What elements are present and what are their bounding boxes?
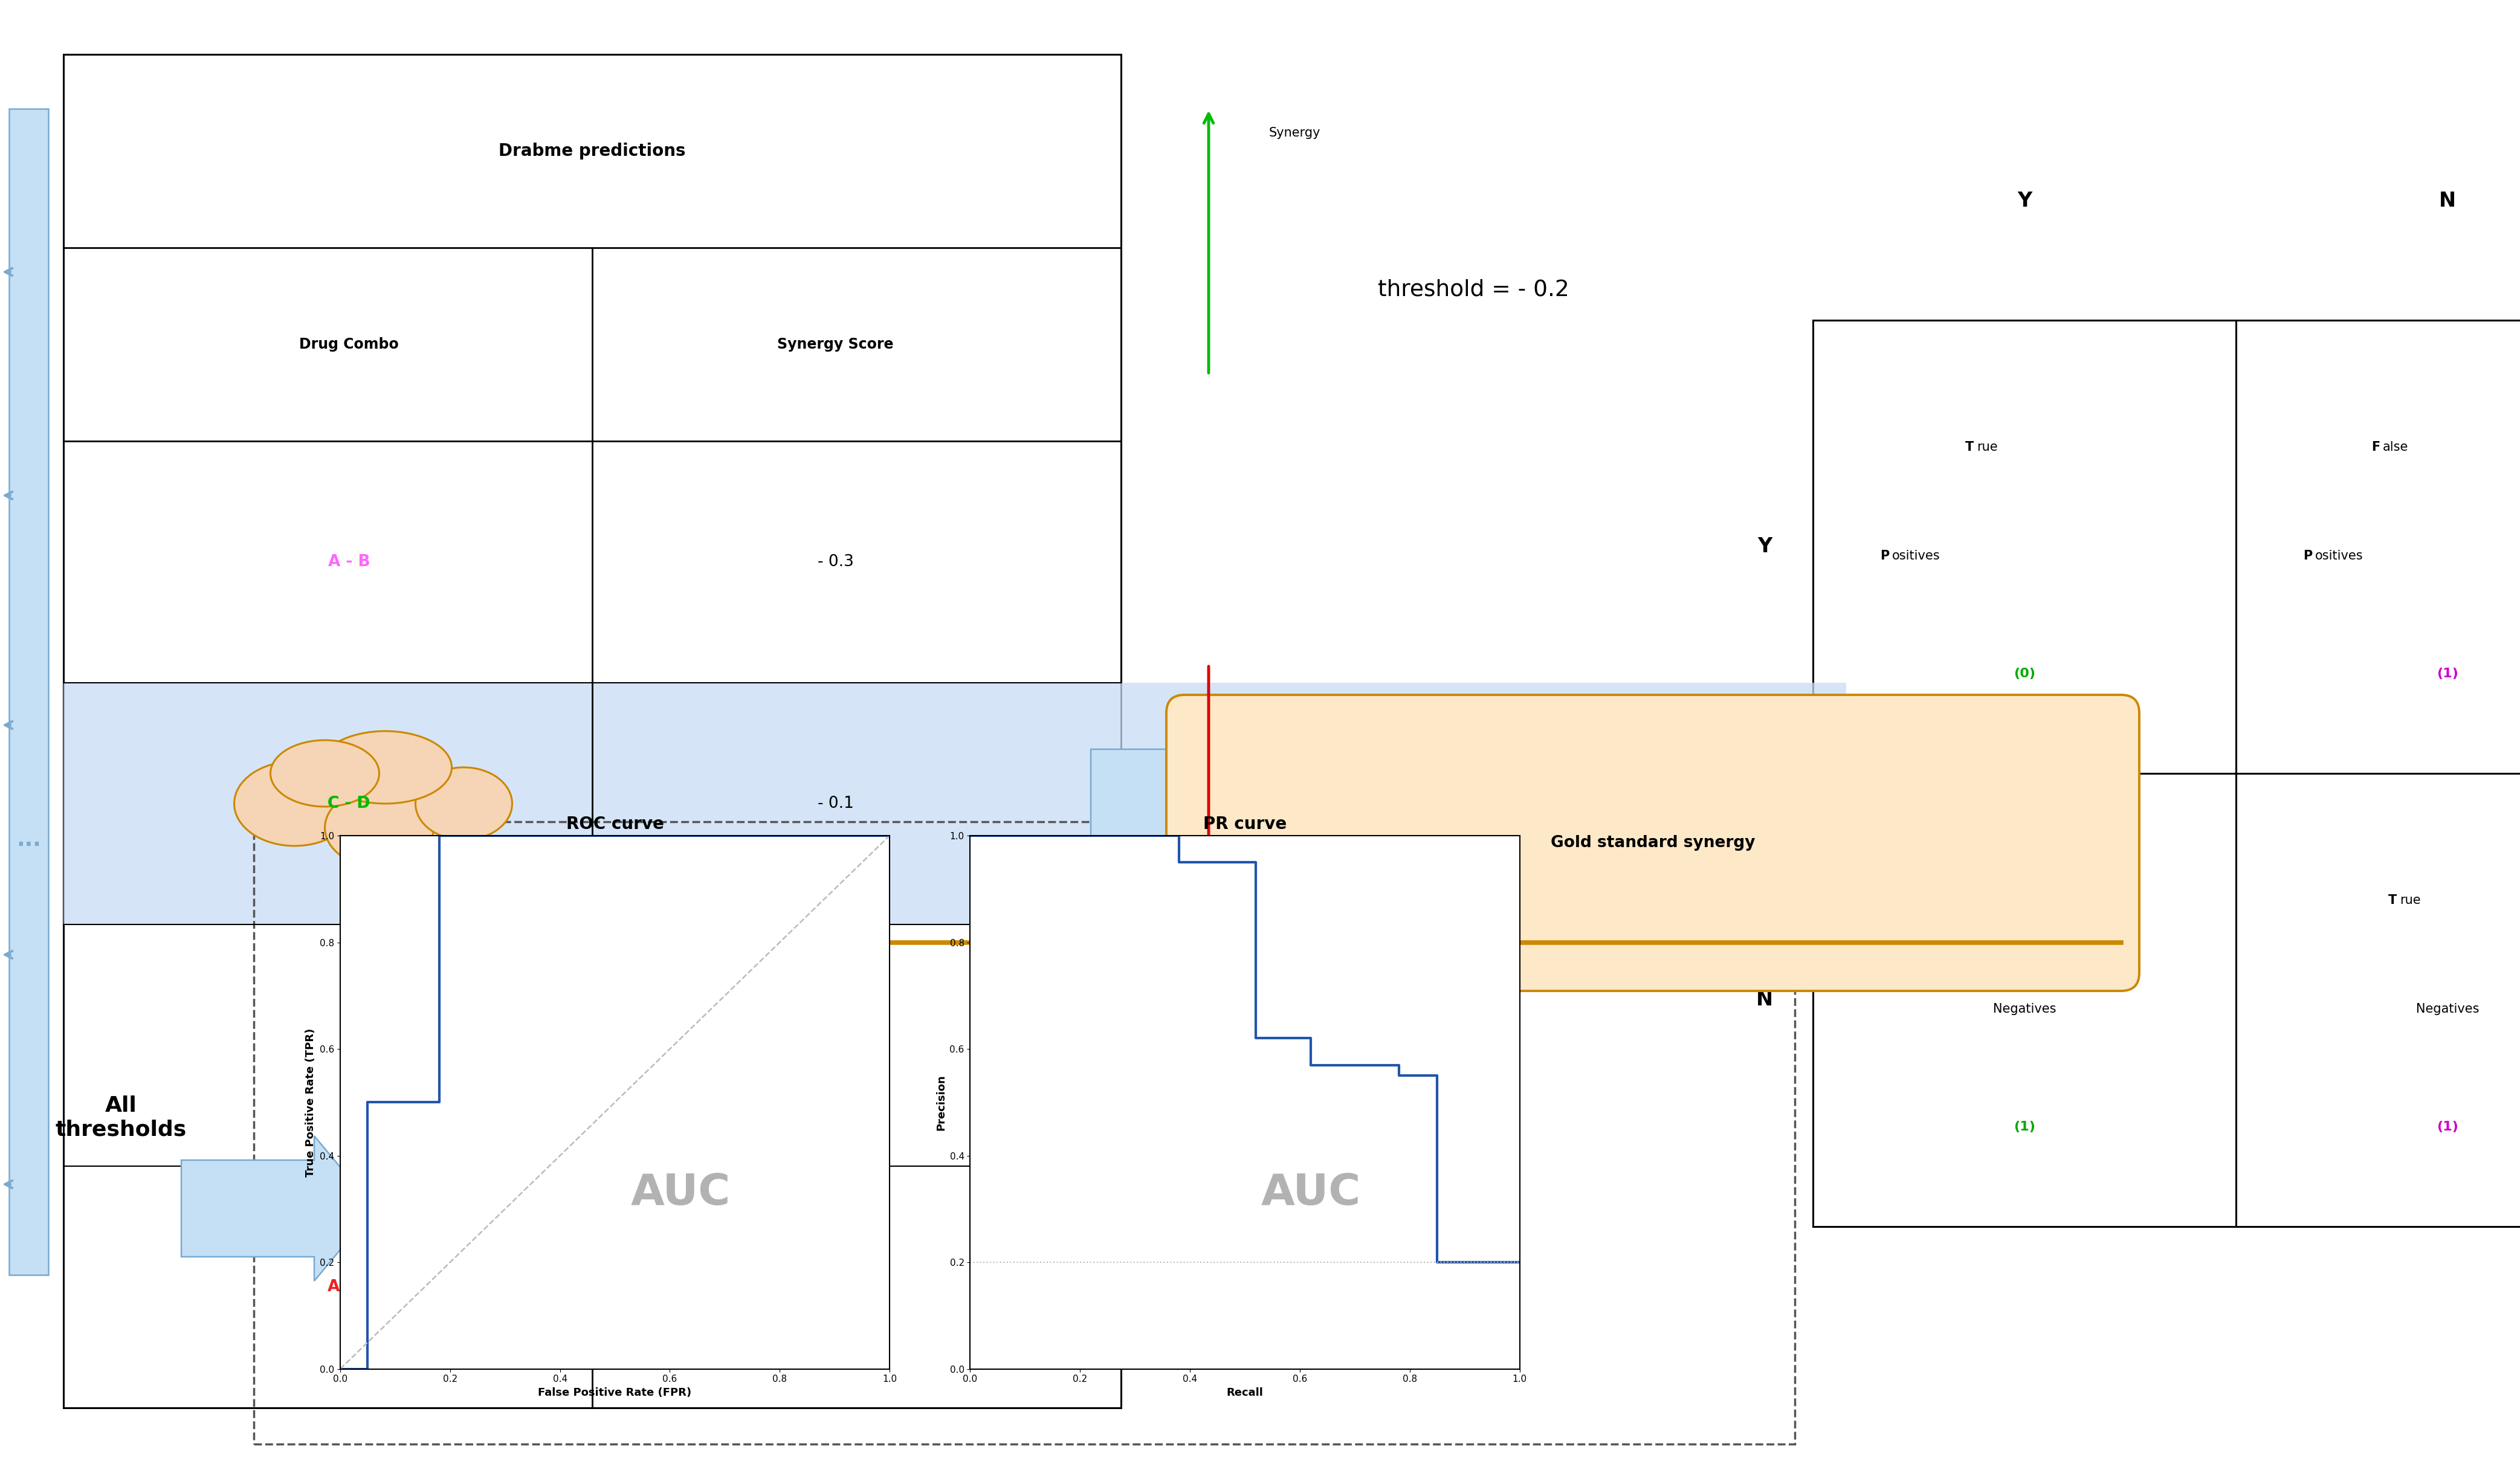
Text: Negatives: Negatives <box>2417 1004 2480 1015</box>
Text: N: N <box>2439 190 2457 210</box>
Text: (0): (0) <box>2013 668 2036 679</box>
Text: C - D: C - D <box>328 796 370 811</box>
Ellipse shape <box>416 767 512 840</box>
Bar <box>255 821 1794 1443</box>
Ellipse shape <box>270 741 378 806</box>
Text: Synergy Score: Synergy Score <box>776 337 895 352</box>
Text: alse: alse <box>2384 441 2409 453</box>
Text: ...: ... <box>827 1037 844 1053</box>
Text: Y: Y <box>2016 190 2031 210</box>
Text: Y: Y <box>1756 536 1772 557</box>
Bar <box>63 54 1121 1408</box>
Text: alse: alse <box>1961 894 1986 906</box>
Text: Predicted synergy: Predicted synergy <box>1673 717 1686 830</box>
Text: ...: ... <box>15 830 40 850</box>
Text: ositives: ositives <box>2316 549 2364 562</box>
Text: F: F <box>2371 441 2379 453</box>
X-axis label: False Positive Rate (FPR): False Positive Rate (FPR) <box>539 1388 690 1398</box>
Text: C - D: C - D <box>328 796 370 811</box>
Title: PR curve: PR curve <box>1202 815 1288 833</box>
Text: P: P <box>2303 549 2313 562</box>
Text: AUC: AUC <box>1260 1172 1361 1214</box>
Text: (1): (1) <box>2437 668 2460 679</box>
Text: rue: rue <box>1976 441 1998 453</box>
Text: Antagonism: Antagonism <box>1240 1045 1313 1058</box>
Text: Drug Combo: Drug Combo <box>300 337 398 352</box>
Text: AUC: AUC <box>630 1172 731 1214</box>
Y-axis label: True Positive Rate (TPR): True Positive Rate (TPR) <box>305 1029 318 1176</box>
Text: - 0.3: - 0.3 <box>816 554 854 570</box>
Text: Synergy: Synergy <box>1270 127 1320 139</box>
Text: Drabme predictions: Drabme predictions <box>499 143 685 159</box>
Text: All
thresholds: All thresholds <box>55 1096 186 1140</box>
Ellipse shape <box>325 789 433 866</box>
FancyArrow shape <box>1091 719 1872 888</box>
FancyBboxPatch shape <box>10 108 48 1275</box>
Title: ROC curve: ROC curve <box>567 815 663 833</box>
Text: Negatives: Negatives <box>1993 1004 2056 1015</box>
Text: (1): (1) <box>2437 1121 2460 1132</box>
Text: (1): (1) <box>2013 1121 2036 1132</box>
Text: F: F <box>1948 894 1956 906</box>
Bar <box>63 682 1847 925</box>
Text: rue: rue <box>2399 894 2422 906</box>
Text: threshold = - 0.2: threshold = - 0.2 <box>1378 279 1570 301</box>
Ellipse shape <box>318 730 451 804</box>
FancyBboxPatch shape <box>1167 695 2139 991</box>
Text: Gold standard synergy: Gold standard synergy <box>1550 836 1754 850</box>
Y-axis label: Precision: Precision <box>935 1074 948 1131</box>
Text: - 0.1: - 0.1 <box>816 796 854 811</box>
Text: T: T <box>2389 894 2397 906</box>
Ellipse shape <box>234 761 355 846</box>
Text: ositives: ositives <box>1893 549 1940 562</box>
X-axis label: Recall: Recall <box>1227 1388 1263 1398</box>
FancyArrow shape <box>181 1137 375 1281</box>
Text: + 0.1: + 0.1 <box>814 1280 857 1294</box>
Text: A - D: A - D <box>328 1280 370 1294</box>
Text: ...: ... <box>340 1037 358 1053</box>
Text: A - B: A - B <box>328 554 370 570</box>
Text: N: N <box>1756 991 1774 1010</box>
Text: P: P <box>1880 549 1890 562</box>
Text: T: T <box>1966 441 1973 453</box>
